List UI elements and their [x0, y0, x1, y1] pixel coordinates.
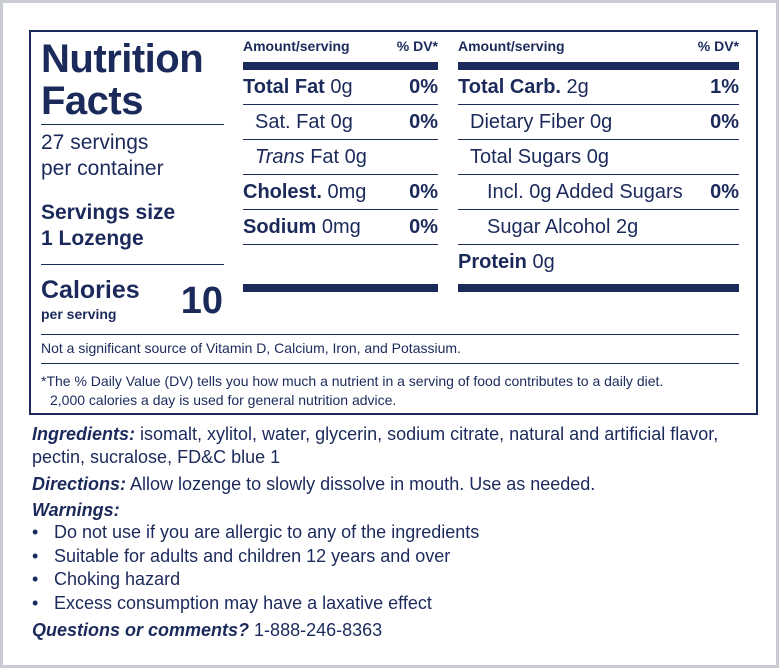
nutrient-column-right: Amount/serving % DV* Total Carb. 2g 1% D…: [458, 38, 739, 280]
nutrient-amount: 0g: [590, 111, 613, 133]
nutrient-name: Total Fat: [243, 76, 331, 98]
warnings-label: Warnings:: [32, 500, 120, 520]
list-item: • Do not use if you are allergic to any o…: [32, 521, 479, 545]
calories-sublabel: per serving: [41, 306, 117, 322]
nutrient-row: Total Fat 0g 0%: [243, 70, 438, 105]
list-item: • Suitable for adults and children 12 yea…: [32, 545, 479, 569]
amount-serving-header: Amount/serving: [243, 38, 350, 54]
daily-value-footnote: *The % Daily Value (DV) tells you how mu…: [41, 372, 741, 410]
nutrient-name: Total Sugars: [470, 146, 587, 168]
nutrient-row: Sat. Fat 0g 0%: [243, 105, 438, 140]
divider: [41, 363, 739, 364]
list-item: • Excess consumption may have a laxative …: [32, 592, 479, 616]
nutrient-row: Trans Fat 0g: [243, 140, 438, 175]
divider: [41, 124, 224, 125]
warning-text: Suitable for adults and children 12 year…: [54, 545, 451, 566]
not-significant-source-note: Not a significant source of Vitamin D, C…: [41, 340, 461, 356]
column-header: Amount/serving % DV*: [458, 38, 739, 62]
serving-size-label: Servings size: [41, 201, 176, 224]
bullet-icon: •: [32, 545, 39, 566]
ingredients-section: Ingredients: isomalt, xylitol, water, gl…: [32, 423, 762, 469]
questions-label: Questions or comments?: [32, 620, 250, 640]
ingredients-label: Ingredients:: [32, 424, 136, 444]
nutrient-row: Total Sugars 0g: [458, 140, 739, 175]
footnote-line: 2,000 calories a day is used for general…: [50, 392, 397, 408]
nutrient-amount: 0mg: [321, 216, 361, 238]
nutrient-row: Incl. 0g Added Sugars 0%: [458, 175, 739, 210]
dv-header: % DV*: [396, 38, 438, 54]
list-item: • Choking hazard: [32, 568, 479, 592]
amount-serving-header: Amount/serving: [458, 38, 565, 54]
divider: [41, 334, 739, 335]
nutrient-dv: 0%: [409, 76, 438, 98]
nutrient-column-left: Amount/serving % DV* Total Fat 0g 0% Sat…: [243, 38, 438, 245]
nutrient-row: Sodium 0mg 0%: [243, 210, 438, 245]
nutrient-name: Incl. 0g Added Sugars: [487, 181, 683, 203]
nutrient-dv: 0%: [409, 181, 438, 203]
ingredients-text: isomalt, xylitol, water, glycerin, sodiu…: [32, 424, 719, 467]
nutrient-amount: 0g: [330, 111, 353, 133]
warning-text: Excess consumption may have a laxative e…: [54, 592, 432, 613]
nutrition-facts-title: Nutrition Facts: [41, 37, 204, 123]
nutrient-dv: 0%: [409, 111, 438, 133]
servings-line: per container: [41, 157, 164, 180]
thick-rule: [243, 284, 438, 292]
nutrient-name: Protein: [458, 251, 533, 273]
nutrient-amount: 0g: [330, 76, 353, 98]
column-header: Amount/serving % DV*: [243, 38, 438, 62]
nutrient-amount: 0g: [586, 146, 609, 168]
directions-label: Directions:: [32, 474, 127, 494]
nutrient-name: Sodium: [243, 216, 322, 238]
directions-section: Directions: Allow lozenge to slowly diss…: [32, 473, 762, 496]
nutrient-dv: 0%: [710, 181, 739, 203]
warnings-list: • Do not use if you are allergic to any o…: [32, 521, 479, 615]
thick-rule: [458, 284, 739, 292]
serving-size-value: 1 Lozenge: [41, 227, 144, 250]
nutrient-name: Cholest.: [243, 181, 328, 203]
nutrient-amount: Fat 0g: [310, 146, 367, 168]
warning-text: Choking hazard: [54, 569, 181, 589]
nutrient-name: Dietary Fiber: [470, 111, 591, 133]
questions-section: Questions or comments? 1-888-246-8363: [32, 619, 762, 642]
bullet-icon: •: [32, 522, 39, 542]
nutrient-name: Sugar Alcohol: [487, 216, 616, 238]
nutrient-dv: 0%: [710, 111, 739, 133]
servings-line: 27 servings: [41, 131, 149, 154]
calories-value: 10: [180, 280, 223, 322]
phone-number: 1-888-246-8363: [249, 620, 383, 640]
bullet-icon: •: [32, 569, 39, 589]
nutrient-amount: 2g: [566, 76, 589, 98]
nutrient-name: Sat. Fat: [255, 111, 331, 133]
servings-per-container: 27 servings per container: [41, 130, 164, 182]
warnings-section: Warnings:: [32, 499, 762, 522]
nutrient-row: Dietary Fiber 0g 0%: [458, 105, 739, 140]
calories-label: Calories: [41, 276, 140, 304]
nutrient-amount: 0mg: [327, 181, 367, 203]
divider: [41, 264, 224, 265]
nutrient-dv: 1%: [710, 76, 739, 98]
directions-text: Allow lozenge to slowly dissolve in mout…: [126, 474, 596, 494]
dv-header: % DV*: [697, 38, 739, 54]
nutrient-row: Total Carb. 2g 1%: [458, 70, 739, 105]
nutrient-name: Trans: [255, 146, 311, 168]
footnote-line: *The % Daily Value (DV) tells you how mu…: [41, 373, 664, 389]
thick-rule: [243, 62, 438, 70]
nutrient-amount: 2g: [615, 216, 639, 238]
nutrient-row: Sugar Alcohol 2g: [458, 210, 739, 245]
nutrition-facts-panel: Nutrition Facts 27 servings per containe…: [29, 30, 758, 415]
serving-size: Servings size 1 Lozenge: [41, 200, 175, 252]
nutrient-row: Cholest. 0mg 0%: [243, 175, 438, 210]
bullet-icon: •: [32, 592, 39, 613]
nutrient-row: Protein 0g: [458, 245, 739, 280]
nutrient-name: Total Carb.: [458, 76, 567, 98]
thick-rule: [458, 62, 739, 70]
nutrient-amount: 0g: [532, 251, 555, 273]
nutrient-dv: 0%: [409, 216, 438, 238]
warning-text: Do not use if you are allergic to any of…: [54, 522, 480, 542]
